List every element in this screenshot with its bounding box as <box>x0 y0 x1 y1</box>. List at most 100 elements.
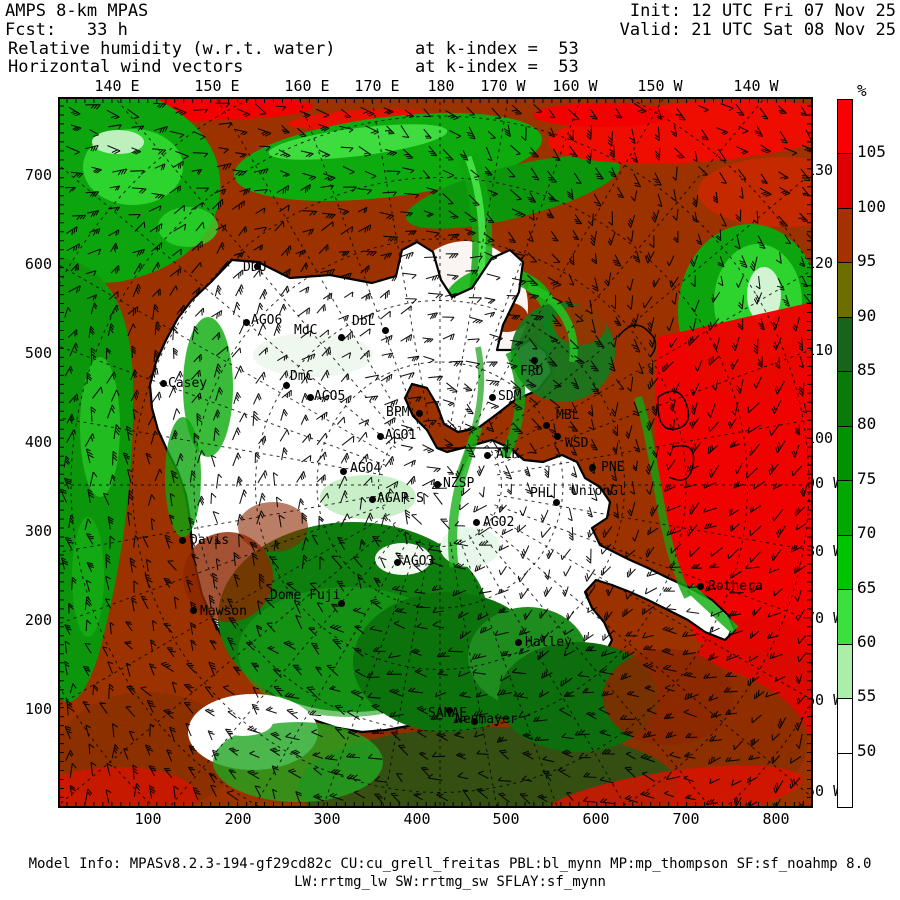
axis-label-bottom: 500 <box>492 810 520 828</box>
colorbar-segment <box>838 643 852 699</box>
station-label: MBL <box>556 408 580 423</box>
station-dot <box>531 357 538 364</box>
station-dot <box>377 433 384 440</box>
station-dot <box>553 499 560 506</box>
station-label: BPM <box>386 405 410 420</box>
station-label: AGO2 <box>483 515 515 530</box>
graticule-latitude-circle <box>378 423 502 547</box>
colorbar-tick-label: 85 <box>857 360 877 379</box>
station-dot <box>369 496 376 503</box>
axis-label-top: 170 E <box>354 77 400 95</box>
station-dot <box>416 410 423 417</box>
station-dot <box>160 380 167 387</box>
colorbar-segment <box>838 589 852 644</box>
station-dot <box>190 607 197 614</box>
station-dot <box>473 519 480 526</box>
colorbar-segment <box>838 480 852 535</box>
station-label: AGO4 <box>350 461 382 476</box>
forecast-hour: Fcst: 33 h <box>5 20 128 40</box>
colorbar-tick-label: 90 <box>857 306 877 325</box>
station-label: FRD <box>520 364 544 379</box>
station-label: AGAP-S <box>377 491 424 506</box>
colorbar-tick-label: 95 <box>857 251 877 270</box>
axis-label-bottom: 400 <box>403 810 431 828</box>
station-label: AGO3 <box>403 554 435 569</box>
station-label: NZSP <box>443 476 475 491</box>
axis-label-bottom: 100 <box>134 810 162 828</box>
station-label: PHL <box>530 486 554 501</box>
station-dot <box>515 639 522 646</box>
axis-label-top: 150 E <box>194 77 240 95</box>
station-dot <box>554 433 561 440</box>
station-dot <box>254 263 261 270</box>
axis-label-left: 500 <box>24 344 52 362</box>
station-dot <box>307 394 314 401</box>
station-label: Mawson <box>200 604 247 619</box>
field-name-rh: Relative humidity (w.r.t. water) <box>8 39 336 59</box>
model-title: AMPS 8-km MPAS <box>5 1 149 21</box>
graticule-latitude-circle <box>132 177 748 793</box>
station-label: Dome Fuji <box>270 588 341 603</box>
station-label: AGO1 <box>385 428 417 443</box>
axis-label-bottom: 200 <box>224 810 252 828</box>
model-info-line1: Model Info: MPASv8.2.3-194-gf29cd82c CU:… <box>28 856 872 872</box>
colorbar-segment <box>838 316 852 372</box>
axis-label-left: 400 <box>24 433 52 451</box>
graticule-latitude-circle <box>70 115 810 808</box>
axis-label-top: 160 E <box>284 77 330 95</box>
map-frame <box>58 97 813 808</box>
field-level-rh: at k-index = 53 <box>415 39 579 59</box>
colorbar-segment <box>838 262 852 317</box>
colorbar-segment <box>838 207 852 263</box>
colorbar-unit-label: % <box>857 81 867 100</box>
station-label: AGO6 <box>251 313 283 328</box>
station-dot <box>243 319 250 326</box>
station-dot <box>179 537 186 544</box>
station-dot <box>394 559 401 566</box>
colorbar-tick-label: 55 <box>857 686 877 705</box>
station-dot <box>589 464 596 471</box>
station-dot <box>697 583 704 590</box>
station-label: SANAE <box>428 706 468 721</box>
colorbar-tick-label: 50 <box>857 741 877 760</box>
wind-barbs <box>59 102 813 808</box>
axis-label-left: 200 <box>24 611 52 629</box>
axis-label-bottom: 700 <box>672 810 700 828</box>
station-dot <box>382 327 389 334</box>
colorbar-tick-label: 80 <box>857 414 877 433</box>
colorbar-tick-label: 70 <box>857 523 877 542</box>
axis-label-left: 600 <box>24 255 52 273</box>
colorbar-segment <box>838 534 852 590</box>
station-label: Rothera <box>708 579 763 594</box>
colorbar-segment <box>838 698 852 753</box>
station-label: Neumayer <box>455 712 518 727</box>
axis-label-left: 700 <box>24 166 52 184</box>
station-label: Halley <box>525 635 572 650</box>
station-label: DmC <box>290 369 314 384</box>
axis-label-bottom: 300 <box>313 810 341 828</box>
field-level-wind: at k-index = 53 <box>415 57 579 77</box>
axis-label-top: 180 <box>427 77 455 95</box>
station-dot <box>340 468 347 475</box>
station-label: DDU <box>243 260 267 275</box>
station-dot <box>338 334 345 341</box>
station-dot <box>484 452 491 459</box>
valid-time: Valid: 21 UTC Sat 08 Nov 25 <box>619 20 896 40</box>
station-label: SDM <box>498 389 522 404</box>
colorbar-segment <box>838 100 852 154</box>
axis-label-top: 140 E <box>94 77 140 95</box>
axis-label-top: 150 W <box>637 77 683 95</box>
station-dot <box>338 600 345 607</box>
station-dot <box>283 382 290 389</box>
axis-label-top: 170 W <box>480 77 526 95</box>
colorbar-tick-label: 100 <box>857 197 886 216</box>
station-dot <box>434 481 441 488</box>
station-label: WSD <box>565 436 589 451</box>
frame-tick-marks <box>58 97 813 807</box>
colorbar-segment <box>838 153 852 208</box>
axis-label-top: 140 W <box>733 77 779 95</box>
station-label: UnionGl <box>571 484 626 499</box>
map-canvas <box>58 97 813 808</box>
station-label: MdC <box>294 323 318 338</box>
